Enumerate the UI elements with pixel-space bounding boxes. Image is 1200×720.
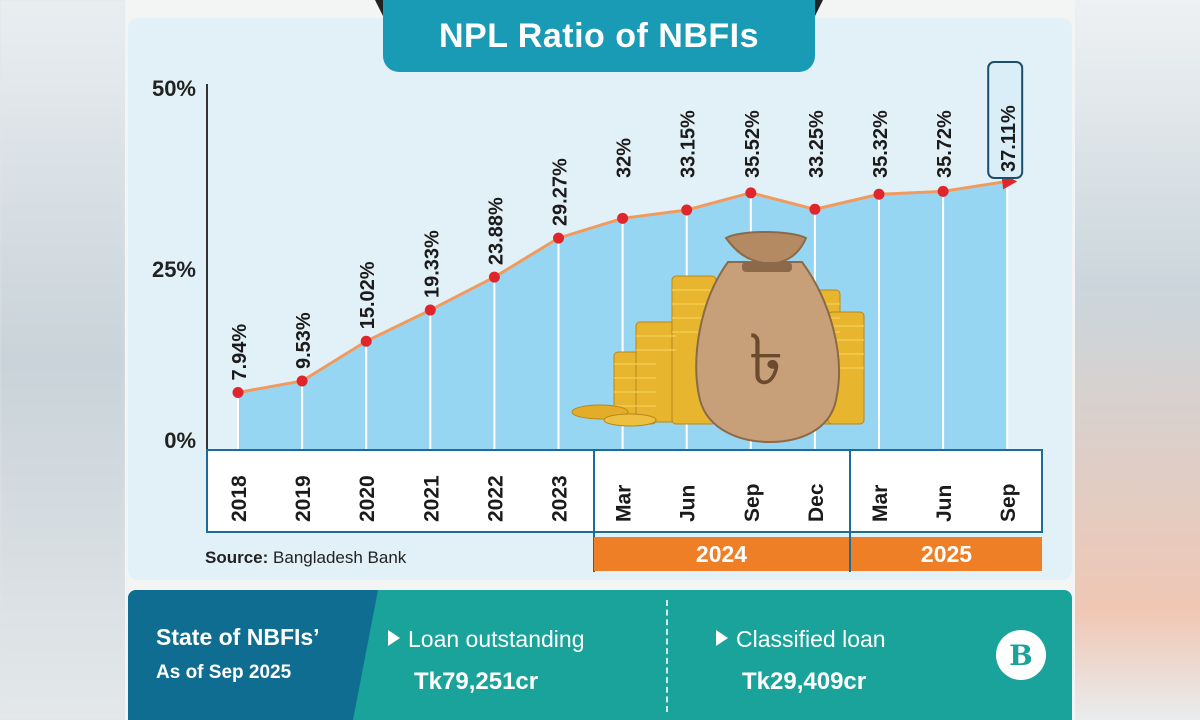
x-tick-label: 2021 xyxy=(420,475,443,522)
x-tick-group: 2020 xyxy=(356,475,379,522)
axes xyxy=(206,84,1043,572)
money-bag-icon: ৳ xyxy=(571,231,865,444)
value-label-group: 9.53% xyxy=(293,312,315,369)
x-tick-label: 2018 xyxy=(228,475,251,522)
value-label: 35.32% xyxy=(870,110,892,178)
y-ticks: 0% 25% 50% xyxy=(152,76,196,453)
footer-divider xyxy=(666,600,668,712)
year-band-2025: 2025 xyxy=(851,537,1042,571)
value-label-group: 35.52% xyxy=(742,110,764,178)
footer-subtitle: As of Sep 2025 xyxy=(156,662,292,683)
footer-title-block xyxy=(128,590,378,720)
x-tick-group: 2022 xyxy=(484,475,507,522)
source-note: Source: Bangladesh Bank xyxy=(205,548,406,568)
data-point xyxy=(617,212,629,224)
chart-title: NPL Ratio of NBFIs xyxy=(438,16,760,55)
x-tick-group: Jun xyxy=(933,485,956,522)
x-tick-group: 2018 xyxy=(228,475,251,522)
data-points xyxy=(232,173,1018,399)
value-label: 37.11% xyxy=(998,105,1020,172)
stat-label: Loan outstanding xyxy=(408,626,585,652)
x-tick-label: 2023 xyxy=(549,475,572,522)
x-tick-group: 2019 xyxy=(292,475,315,522)
data-point xyxy=(424,304,436,316)
value-label-group: 19.33% xyxy=(421,230,443,298)
x-tick-group: Dec xyxy=(805,483,828,522)
y-tick-label: 25% xyxy=(152,257,196,282)
y-tick-label: 50% xyxy=(152,76,196,101)
value-label: 9.53% xyxy=(293,312,315,369)
x-tick-label: Jun xyxy=(677,485,700,522)
source-text: Bangladesh Bank xyxy=(273,548,407,567)
value-label-group: 7.94% xyxy=(229,324,251,381)
value-label: 35.52% xyxy=(742,110,764,178)
value-label-group: 29.27% xyxy=(550,158,572,226)
data-point xyxy=(296,375,308,387)
data-point xyxy=(488,271,500,283)
value-label-group: 35.32% xyxy=(870,110,892,178)
data-point xyxy=(873,188,885,200)
value-label: 33.25% xyxy=(806,110,828,178)
data-point xyxy=(809,203,821,215)
tbs-logo-icon: B xyxy=(996,630,1046,680)
x-tick-label: Jun xyxy=(933,485,956,522)
value-label-group: 37.11% xyxy=(987,61,1024,179)
x-tick-label: Sep xyxy=(741,483,764,522)
y-tick-label: 0% xyxy=(164,428,196,453)
background-left xyxy=(0,0,125,720)
x-tick-label: 2020 xyxy=(356,475,379,522)
x-tick-group: Jun xyxy=(677,485,700,522)
footer-title: State of NBFIs’ xyxy=(156,624,320,650)
value-label-group: 33.25% xyxy=(806,110,828,178)
x-tick-label: Dec xyxy=(805,483,828,522)
data-point xyxy=(553,232,564,244)
x-tick-label: Sep xyxy=(997,483,1020,522)
value-label: 7.94% xyxy=(229,324,251,381)
x-ticks: 2018 2019 2020 2021 2022 2023 Mar Jun Sep Dec Mar J… xyxy=(228,475,1020,522)
value-label: 33.15% xyxy=(678,110,700,178)
year-band-2024: 2024 xyxy=(594,537,849,571)
x-tick-group: Sep xyxy=(997,483,1020,522)
svg-text:৳: ৳ xyxy=(749,319,784,401)
value-label-group: 15.02% xyxy=(357,261,379,329)
data-point xyxy=(360,335,372,347)
value-label: 29.27% xyxy=(550,158,572,226)
value-label: 35.72% xyxy=(934,110,956,178)
x-tick-group: Sep xyxy=(741,483,764,522)
play-arrow-icon xyxy=(716,630,728,646)
x-tick-label: Mar xyxy=(869,485,892,522)
stat-value: Tk79,251cr xyxy=(414,668,539,695)
title-banner: NPL Ratio of NBFIs xyxy=(375,0,823,72)
data-point xyxy=(681,204,693,216)
x-tick-group: 2023 xyxy=(549,475,572,522)
x-tick-group: Mar xyxy=(613,485,636,522)
value-label-group: 32% xyxy=(614,138,636,178)
x-axis-band xyxy=(206,449,1043,533)
x-tick-group: Mar xyxy=(869,485,892,522)
play-arrow-icon xyxy=(388,630,400,646)
value-label-group: 35.72% xyxy=(934,110,956,178)
source-label: Source: xyxy=(205,548,269,567)
value-label: 15.02% xyxy=(357,261,379,329)
x-tick-label: 2019 xyxy=(292,475,315,522)
x-tick-label: 2022 xyxy=(484,475,507,522)
data-point xyxy=(745,187,757,199)
footer-panel: State of NBFIs’ As of Sep 2025 Loan outs… xyxy=(128,590,1072,720)
stat-label: Classified loan xyxy=(736,626,886,652)
data-point xyxy=(937,185,949,197)
x-tick-group: 2021 xyxy=(420,475,443,522)
value-labels: 7.94% 9.53% 15.02% 19.33% 23.88% 29.27% 32% 33.… xyxy=(229,61,1024,381)
data-point xyxy=(232,387,244,399)
background-right xyxy=(1075,0,1200,720)
x-tick-label: Mar xyxy=(613,485,636,522)
stat-value: Tk29,409cr xyxy=(742,668,867,695)
highlight-box xyxy=(987,61,1024,179)
value-label: 32% xyxy=(614,138,636,178)
value-label-group: 23.88% xyxy=(485,197,507,265)
value-label: 23.88% xyxy=(485,197,507,265)
value-label: 19.33% xyxy=(421,230,443,298)
value-label-group: 33.15% xyxy=(678,110,700,178)
